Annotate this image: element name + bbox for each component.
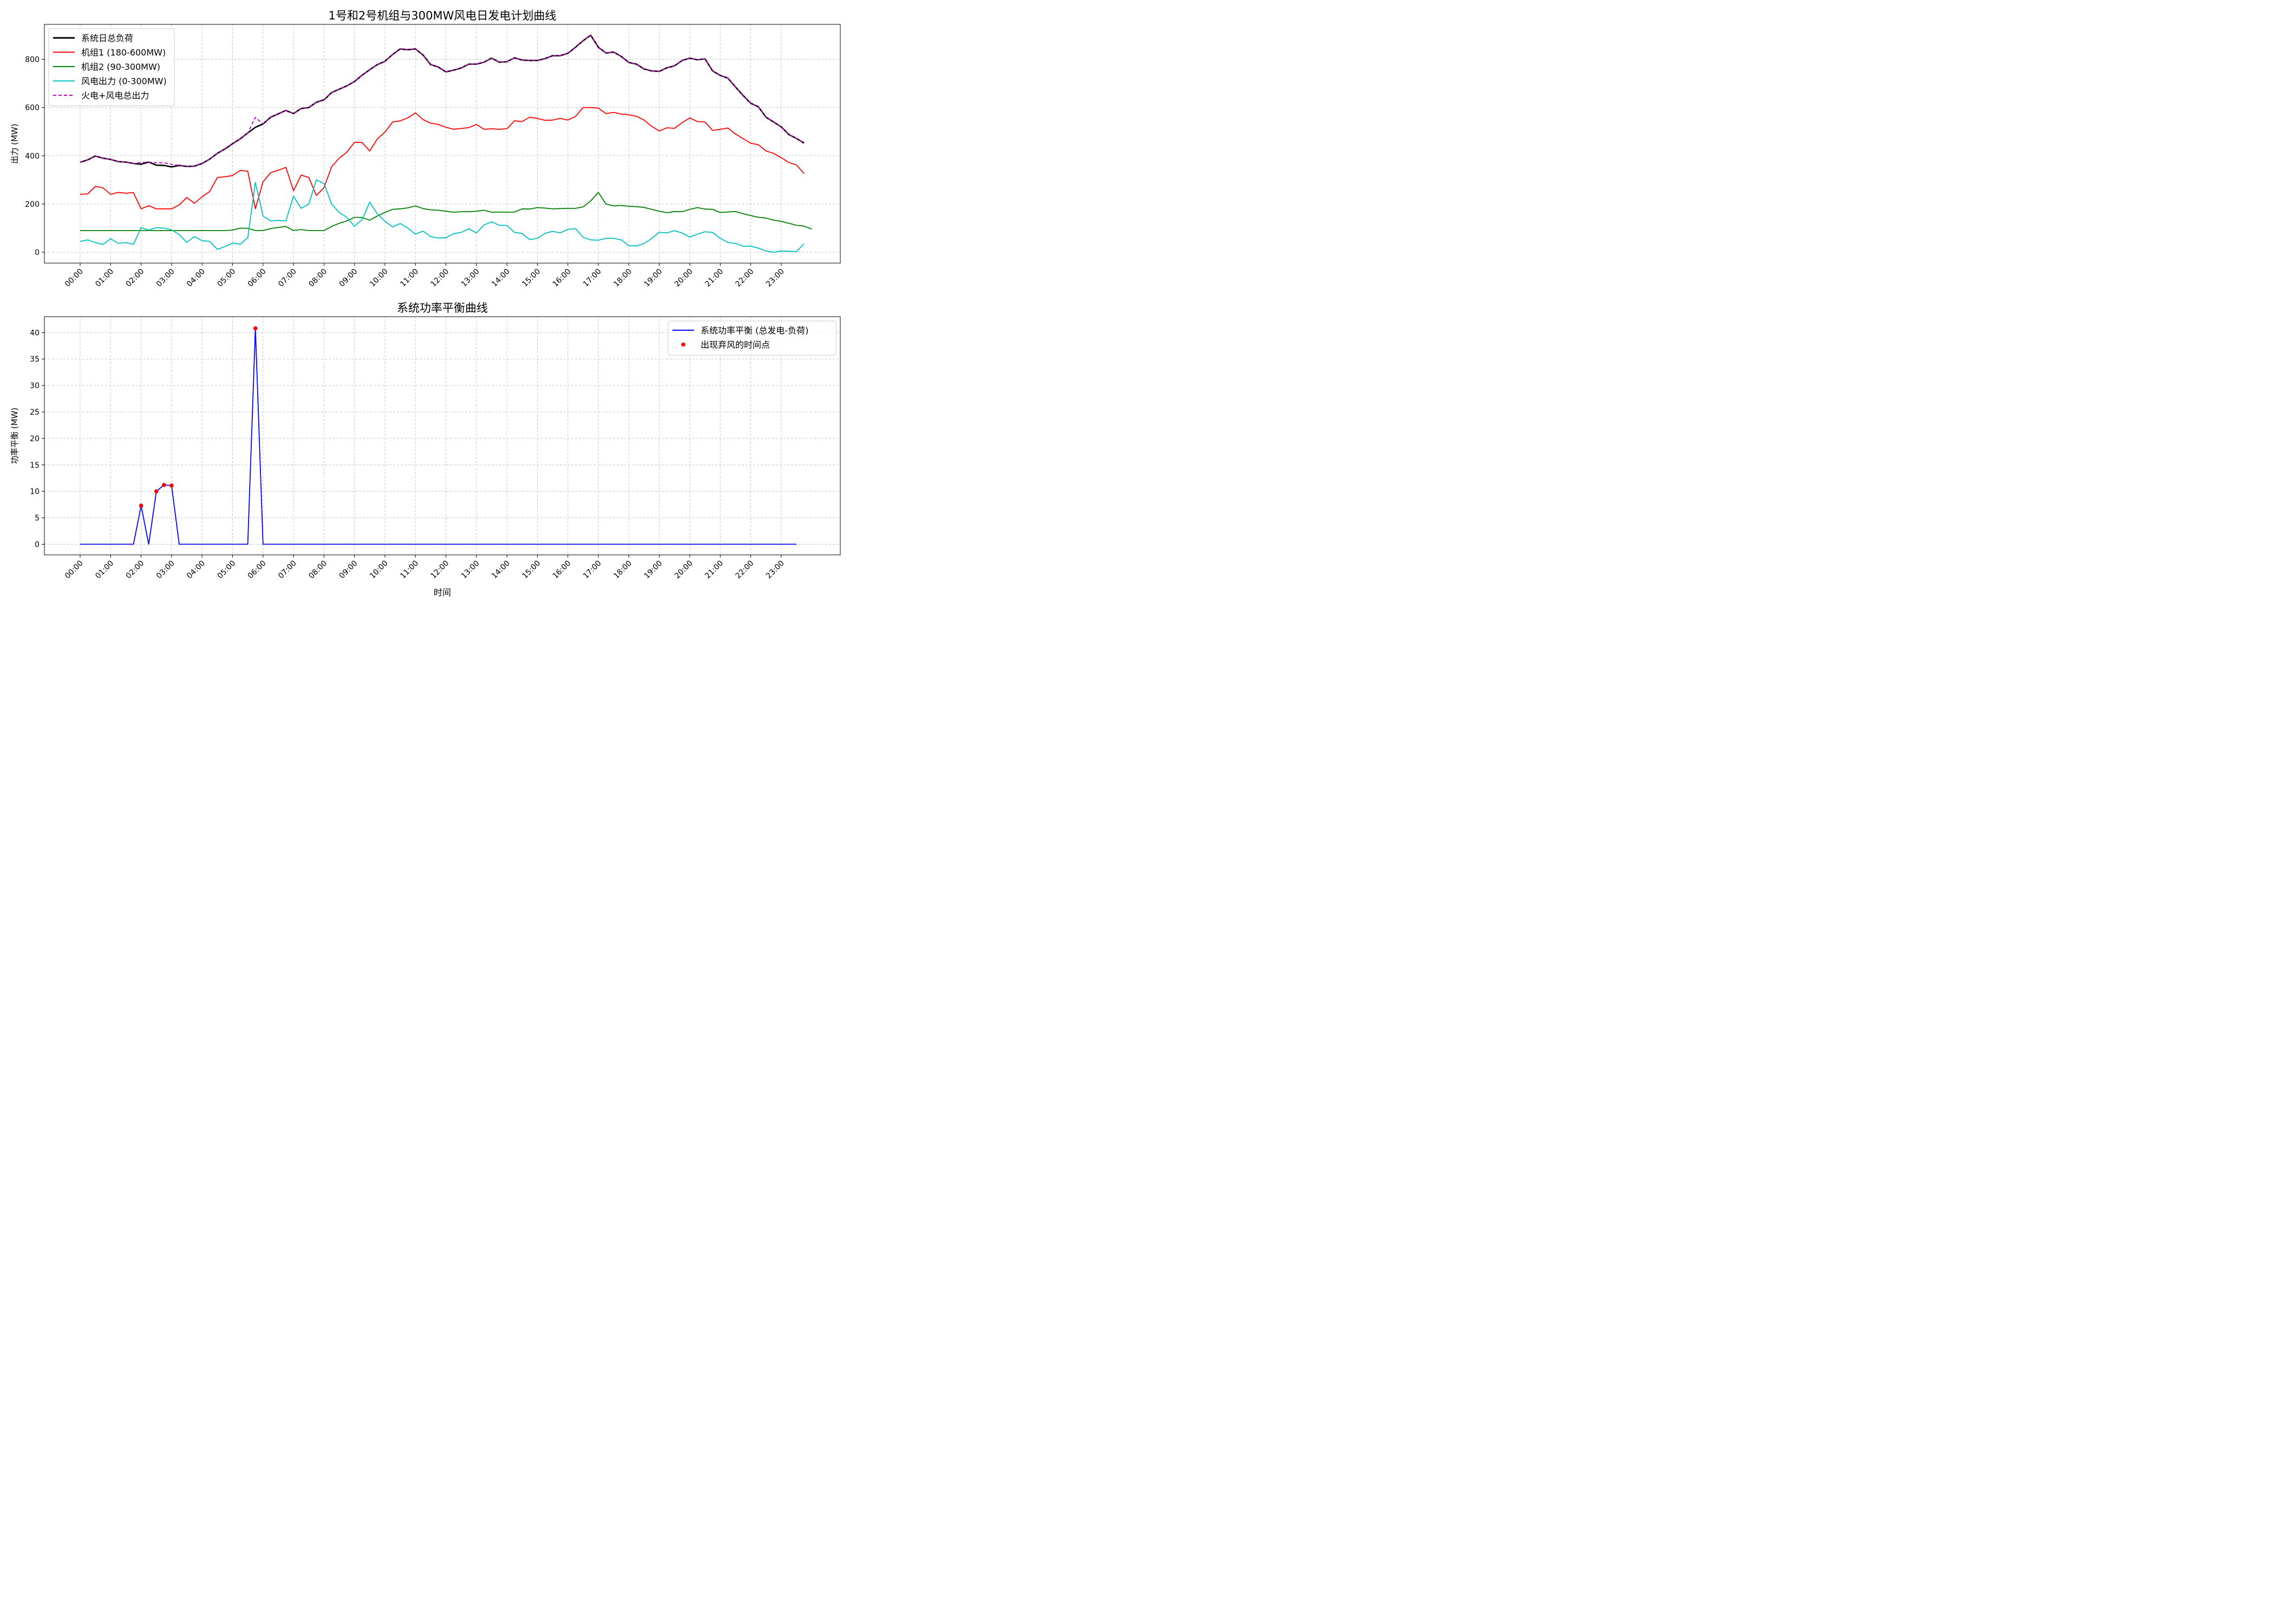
x-tick-label: 21:00 <box>703 559 725 581</box>
x-tick-label: 19:00 <box>643 267 664 289</box>
x-tick-label: 05:00 <box>215 559 237 581</box>
series-line-0 <box>80 328 796 545</box>
x-tick-label: 03:00 <box>155 559 177 581</box>
x-tick-label: 20:00 <box>673 267 695 289</box>
x-tick-label: 08:00 <box>307 559 329 581</box>
series-line-0 <box>80 34 805 168</box>
x-tick-label: 22:00 <box>734 267 756 289</box>
x-tick-label: 10:00 <box>368 559 390 581</box>
x-tick-label: 10:00 <box>368 267 390 289</box>
legend-label: 火电+风电总出力 <box>81 90 149 101</box>
power-balance-chart: 0 5 10 15 20 25 30 35 40 00:00 01:00 02:00 03:00 04:0… <box>10 302 841 598</box>
axes-frame <box>44 24 841 264</box>
y-tick-label: 30 <box>30 382 40 390</box>
x-tick-label: 14:00 <box>490 267 512 289</box>
x-tick-label: 18:00 <box>612 267 633 289</box>
x-tick-label: 18:00 <box>612 559 633 581</box>
x-tick-label: 09:00 <box>338 267 360 289</box>
y-tick-label: 25 <box>30 408 40 417</box>
chart-title: 1号和2号机组与300MW风电日发电计划曲线 <box>329 9 557 22</box>
x-tick-label: 12:00 <box>429 559 451 581</box>
y-tick-label: 600 <box>25 104 40 113</box>
x-tick-label: 04:00 <box>185 559 207 581</box>
x-tick-label: 01:00 <box>94 267 115 289</box>
series-line-4 <box>80 35 805 167</box>
x-tick-label: 15:00 <box>520 559 542 581</box>
x-tick-label: 06:00 <box>246 267 268 289</box>
x-tick-label: 20:00 <box>673 559 695 581</box>
legend: 系统功率平衡 (总发电-负荷) 出现弃风的时间点 <box>668 320 837 356</box>
x-tick-label: 11:00 <box>398 559 420 581</box>
y-tick-label: 800 <box>25 56 40 64</box>
x-tick-label: 17:00 <box>581 267 603 289</box>
x-tick-label: 13:00 <box>460 559 481 581</box>
x-tick-label: 23:00 <box>764 559 786 581</box>
x-tick-label: 02:00 <box>125 267 146 289</box>
legend-box <box>668 320 837 356</box>
series-line-1 <box>80 107 805 209</box>
x-tick-label: 07:00 <box>277 559 298 581</box>
curtailment-point <box>162 483 166 487</box>
curtailment-point <box>169 483 174 488</box>
curtailment-point <box>253 326 258 331</box>
x-tick-label: 16:00 <box>551 267 573 289</box>
series-line-3 <box>80 179 805 253</box>
y-tick-label: 400 <box>25 152 40 161</box>
x-tick-label: 17:00 <box>581 559 603 581</box>
x-tick-label: 23:00 <box>764 267 786 289</box>
axes-frame <box>44 316 841 555</box>
y-tick-label: 35 <box>30 355 40 364</box>
x-tick-label: 00:00 <box>63 267 85 289</box>
y-tick-label: 5 <box>35 514 40 523</box>
legend-label: 机组1 (180-600MW) <box>81 48 166 58</box>
chart-title: 系统功率平衡曲线 <box>397 302 488 315</box>
generation-plan-chart: 0 200 400 600 800 00:00 01:00 02:00 03:00 04:00 05… <box>10 9 841 289</box>
legend-label: 系统日总负荷 <box>81 33 133 43</box>
legend-label: 机组2 (90-300MW) <box>81 62 160 72</box>
x-tick-label: 12:00 <box>429 267 451 289</box>
x-tick-label: 19:00 <box>643 559 664 581</box>
x-tick-label: 16:00 <box>551 559 573 581</box>
x-tick-label: 07:00 <box>277 267 298 289</box>
y-axis-label: 出力 (MW) <box>10 123 19 163</box>
x-tick-label: 15:00 <box>520 267 542 289</box>
x-tick-label: 01:00 <box>94 559 115 581</box>
x-tick-label: 06:00 <box>246 559 268 581</box>
y-axis-label: 功率平衡 (MW) <box>10 408 19 464</box>
legend-label: 风电出力 (0-300MW) <box>81 76 167 87</box>
x-axis-label: 时间 <box>434 587 451 598</box>
y-tick-label: 40 <box>30 329 40 337</box>
x-tick-label: 02:00 <box>125 559 146 581</box>
legend-label: 出现弃风的时间点 <box>701 340 770 350</box>
series-line-2 <box>80 192 812 231</box>
y-tick-label: 0 <box>35 248 40 257</box>
x-tick-label: 00:00 <box>63 559 85 581</box>
x-tick-label: 03:00 <box>155 267 177 289</box>
grid-lines <box>44 24 840 263</box>
y-tick-label: 200 <box>25 200 40 209</box>
curtailment-point <box>154 489 159 494</box>
x-tick-label: 04:00 <box>185 267 207 289</box>
x-tick-label: 22:00 <box>734 559 756 581</box>
y-tick-label: 0 <box>35 540 40 549</box>
y-tick-label: 10 <box>30 488 40 496</box>
legend-swatch <box>681 342 685 347</box>
curtailment-point <box>139 503 143 508</box>
x-tick-label: 21:00 <box>703 267 725 289</box>
y-tick-label: 20 <box>30 435 40 443</box>
y-tick-label: 15 <box>30 461 40 470</box>
x-tick-label: 11:00 <box>398 267 420 289</box>
x-tick-label: 05:00 <box>215 267 237 289</box>
legend-label: 系统功率平衡 (总发电-负荷) <box>701 325 808 336</box>
legend-box <box>48 28 175 106</box>
x-tick-label: 09:00 <box>338 559 360 581</box>
x-tick-label: 13:00 <box>460 267 481 289</box>
x-tick-label: 08:00 <box>307 267 329 289</box>
x-tick-label: 14:00 <box>490 559 512 581</box>
